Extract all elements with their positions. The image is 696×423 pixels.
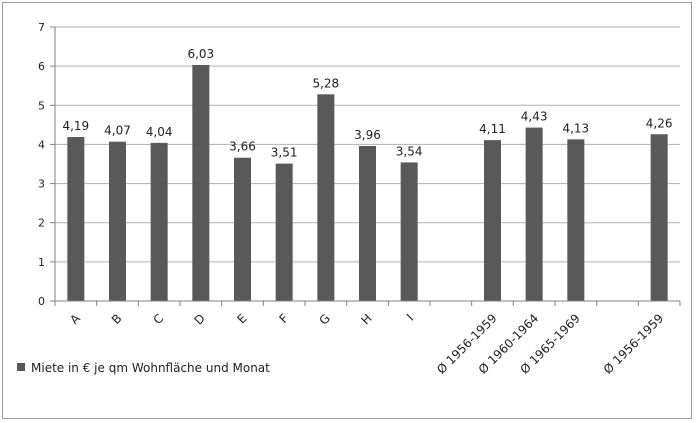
bar [400, 162, 418, 301]
bar [525, 127, 543, 302]
category-label: I [404, 311, 416, 323]
bar [234, 157, 251, 301]
data-labels: 4,19 4,07 4,04 6,03 3,66 3,51 5,28 3,96 3,54 4,11… [62, 47, 672, 160]
y-tick-label: 5 [38, 99, 45, 112]
y-tick-label: 1 [38, 256, 45, 269]
y-axis-ticks: 0 1 2 3 4 5 6 7 [38, 21, 55, 308]
y-tick-label: 0 [38, 295, 45, 308]
bar [317, 94, 335, 301]
category-label: A [67, 311, 83, 327]
bar [275, 163, 293, 301]
bar [567, 139, 585, 301]
bar [150, 142, 168, 301]
category-label: H [358, 311, 374, 327]
data-label: 4,07 [104, 124, 131, 138]
bar [484, 140, 501, 301]
data-label: 3,66 [229, 140, 256, 154]
axes [54, 27, 681, 306]
data-label: 3,96 [354, 128, 381, 142]
legend-swatch [17, 363, 25, 371]
category-label: Ø 1956-1959 [601, 311, 667, 377]
category-label: F [277, 311, 292, 326]
data-label: 4,11 [479, 122, 506, 136]
bar [359, 145, 376, 301]
data-label: 5,28 [312, 76, 339, 90]
y-tick-label: 3 [38, 178, 45, 191]
data-label: 4,19 [62, 119, 89, 133]
data-label: 4,43 [521, 110, 548, 124]
data-label: 3,51 [271, 146, 298, 160]
legend: Miete in € je qm Wohnfläche und Monat [17, 361, 270, 375]
y-tick-label: 6 [38, 60, 45, 73]
data-label: 3,54 [396, 144, 423, 158]
category-label: G [316, 311, 332, 327]
category-label: C [150, 311, 166, 327]
y-tick-label: 2 [38, 217, 45, 230]
bar [109, 141, 126, 301]
data-label: 4,26 [646, 116, 673, 130]
bar [650, 134, 668, 301]
bars [67, 64, 668, 302]
bar [67, 136, 85, 301]
data-label: 4,13 [562, 121, 589, 135]
category-label: B [109, 311, 125, 327]
y-tick-label: 7 [38, 21, 45, 34]
legend-label: Miete in € je qm Wohnfläche und Monat [31, 361, 270, 375]
data-label: 6,03 [187, 47, 214, 61]
category-label: D [192, 311, 208, 327]
y-tick-label: 4 [38, 138, 45, 151]
bar [192, 64, 210, 302]
category-label: E [234, 311, 249, 326]
data-label: 4,04 [146, 125, 173, 139]
